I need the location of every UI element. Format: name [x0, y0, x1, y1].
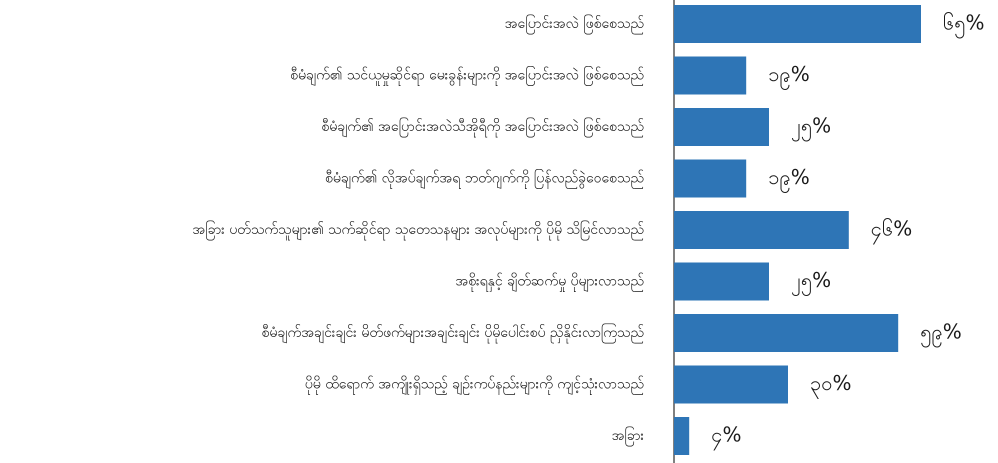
data-label: ၁၉%: [768, 165, 810, 193]
category-label: စီမံချက်၏ သင်ယူမှုဆိုင်ရာ မေးခွန်းများကိ…: [290, 67, 644, 86]
bar: [674, 5, 921, 43]
category-label: စီမံချက်၏ အပြောင်းအလဲသီအိုရီကို အပြောင်း…: [321, 118, 644, 137]
data-label: ၅၉%: [920, 320, 962, 348]
category-label: စီမံချက်အချင်းချင်း မိတ်ဖက်များအချင်းချင…: [262, 324, 644, 343]
bar: [674, 365, 788, 404]
data-label: ၂၅%: [791, 268, 831, 296]
category-label-group: အပြောင်းအလဲ ဖြစ်စေသည်စီမံချက်၏ သင်ယူမှုဆ…: [192, 15, 644, 446]
bar: [674, 417, 690, 455]
data-label: ၄%: [711, 423, 741, 451]
bar: [674, 262, 769, 301]
data-label: ၆၅%: [943, 11, 985, 39]
value-label-group: ၆၅% ၁၉% ၂၅% ၁၉% ၄၆% ၂၅% ၅၉% ၃၀% ၄%: [711, 11, 984, 451]
category-label: အပြောင်းအလဲ ဖြစ်စေသည်: [505, 15, 644, 34]
bar: [674, 56, 747, 95]
category-label: အခြား ပတ်သက်သူများ၏ သက်ဆိုင်ရာ သုတေသနမျာ…: [192, 221, 644, 240]
data-label: ၁၉%: [768, 62, 810, 90]
category-label: စီမံချက်၏ လိုအပ်ချက်အရ ဘတ်ဂျက်ကို ပြန်လည…: [325, 170, 644, 189]
data-label: ၂၅%: [791, 114, 831, 142]
data-label: ၃၀%: [810, 371, 852, 399]
category-label: ပိုမို ထိရောက် အကျိုးရှိသည့် ချဉ်းကပ်နည်…: [305, 377, 644, 395]
bar: [674, 211, 849, 249]
bar: [674, 159, 747, 198]
category-label: အစိုးရနှင့် ချိတ်ဆက်မှု ပိုများလာသည်: [455, 274, 644, 292]
data-label: ၄၆%: [871, 217, 913, 245]
bar: [674, 314, 899, 352]
bar: [674, 108, 769, 146]
category-label: အခြား: [612, 427, 645, 446]
bar-group: [674, 5, 921, 455]
